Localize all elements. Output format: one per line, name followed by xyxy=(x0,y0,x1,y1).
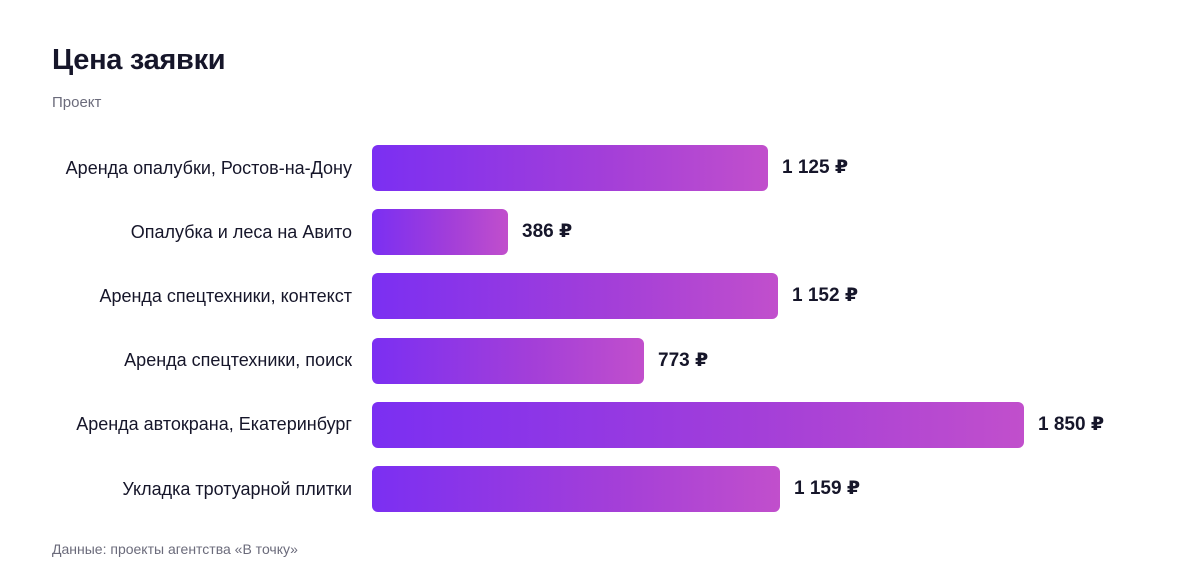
bar xyxy=(372,337,644,384)
value-label: 1 159 ₽ xyxy=(794,478,861,499)
bar xyxy=(372,401,1024,448)
value-label: 1 850 ₽ xyxy=(1038,413,1105,435)
category-label: Аренда спецтехники, поиск xyxy=(124,350,352,371)
value-label: 1 125 ₽ xyxy=(782,157,849,178)
category-label: Укладка тротуарной плитки xyxy=(122,478,352,499)
category-label: Аренда опалубки, Ростов-на-Дону xyxy=(65,157,352,178)
category-label: Опалубка и леса на Авито xyxy=(130,221,352,242)
chart-title: Цена заявки xyxy=(52,44,226,76)
bar xyxy=(372,273,778,320)
bar xyxy=(372,145,768,191)
bar xyxy=(372,209,508,256)
bar xyxy=(372,466,780,512)
category-label: Аренда спецтехники, контекст xyxy=(99,285,352,306)
value-label: 1 152 ₽ xyxy=(792,285,859,307)
value-label: 386 ₽ xyxy=(522,221,573,243)
source-note: Данные: проекты агентства «В точку» xyxy=(52,541,298,557)
chart-subtitle: Проект xyxy=(52,94,102,111)
category-label: Аренда автокрана, Екатеринбург xyxy=(76,414,352,435)
value-label: 773 ₽ xyxy=(658,349,709,371)
